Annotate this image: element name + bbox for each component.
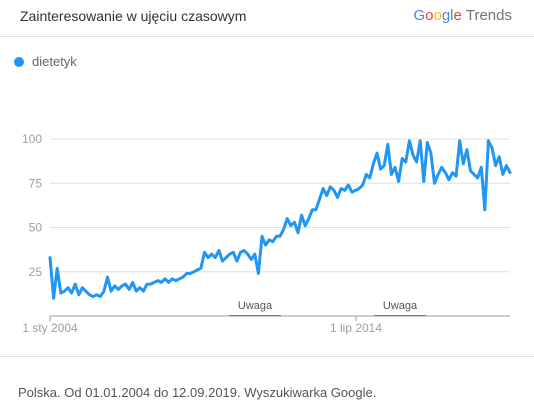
y-tick-label: 25 [29,265,43,279]
y-tick-label: 100 [22,132,42,146]
series-color-dot [14,56,24,67]
legend-item[interactable]: dietetyk [14,54,77,69]
footer-note: Polska. Od 01.01.2004 do 12.09.2019. Wys… [18,385,377,400]
x-tick-label: 1 sty 2004 [22,321,78,335]
annotation-label[interactable]: Uwaga [383,300,418,312]
y-tick-label: 50 [29,221,43,235]
annotation-label[interactable]: Uwaga [238,300,273,312]
trends-wordmark: Trends [465,7,512,24]
legend-label: dietetyk [32,54,77,69]
y-tick-label: 75 [29,176,43,190]
x-tick-label: 1 lip 2014 [330,321,382,335]
google-wordmark: Google [413,7,462,24]
footer-divider [0,356,534,357]
chart-title: Zainteresowanie w ujęciu czasowym [20,8,247,24]
chart-header: Zainteresowanie w ujęciu czasowym Google… [0,0,534,37]
series-line-dietetyk [48,139,512,300]
google-trends-logo: Google Trends [413,7,512,24]
